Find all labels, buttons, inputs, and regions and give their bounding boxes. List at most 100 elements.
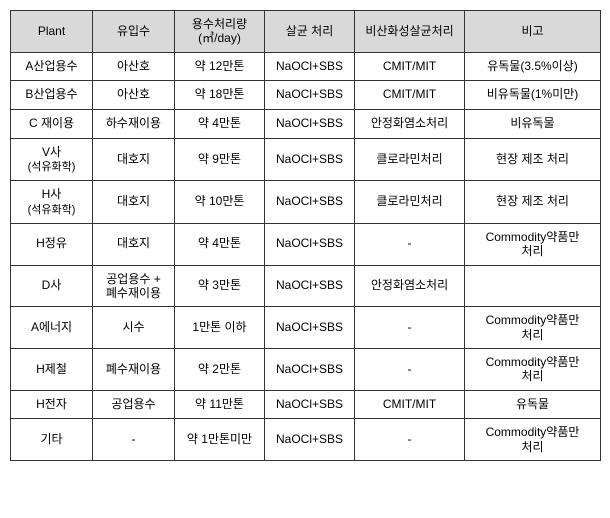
header-plant: Plant [11,11,93,53]
cell-remark-line2: 처리 [521,369,543,383]
cell-remark: 유독물 [465,390,601,419]
cell-remark: Commodity약품만 처리 [465,307,601,349]
header-capacity-line2: (㎥/day) [198,31,241,45]
cell-plant-line1: V사 [42,145,61,159]
cell-remark-line1: Commodity약품만 [486,425,580,439]
cell-remark: 유독물(3.5%이상) [465,52,601,81]
table-row: H정유 대호지 약 4만톤 NaOCl+SBS - Commodity약품만 처… [11,223,601,265]
cell-plant-line1: H사 [42,187,62,201]
cell-capacity: 약 10만톤 [175,181,265,224]
cell-nonoxid: - [355,349,465,391]
cell-plant: H제철 [11,349,93,391]
cell-plant: D사 [11,265,93,307]
cell-remark: Commodity약품만 처리 [465,223,601,265]
cell-capacity: 약 1만톤미만 [175,419,265,461]
cell-remark-line2: 처리 [521,244,543,258]
cell-nonoxid: - [355,223,465,265]
cell-influent: 아산호 [93,52,175,81]
cell-remark: Commodity약품만 처리 [465,419,601,461]
table-row: A에너지 시수 1만톤 이하 NaOCl+SBS - Commodity약품만 … [11,307,601,349]
cell-influent: - [93,419,175,461]
cell-plant: C 재이용 [11,109,93,138]
cell-disinfect: NaOCl+SBS [265,390,355,419]
cell-influent: 대호지 [93,223,175,265]
cell-capacity: 약 18만톤 [175,81,265,110]
cell-plant: V사 (석유화학) [11,138,93,181]
cell-plant: A산업용수 [11,52,93,81]
table-row: C 재이용 하수재이용 약 4만톤 NaOCl+SBS 안정화염소처리 비유독물 [11,109,601,138]
cell-nonoxid: - [355,419,465,461]
cell-capacity: 약 9만톤 [175,138,265,181]
cell-plant: H전자 [11,390,93,419]
header-nonoxid: 비산화성살균처리 [355,11,465,53]
cell-capacity: 약 4만톤 [175,109,265,138]
cell-disinfect: NaOCl+SBS [265,138,355,181]
cell-plant: H정유 [11,223,93,265]
cell-disinfect: NaOCl+SBS [265,307,355,349]
cell-plant: 기타 [11,419,93,461]
cell-influent-line2: 폐수재이용 [106,286,161,300]
cell-capacity: 1만톤 이하 [175,307,265,349]
cell-remark-line1: Commodity약품만 [486,230,580,244]
cell-nonoxid: - [355,307,465,349]
cell-remark [465,265,601,307]
cell-remark: 비유독물(1%미만) [465,81,601,110]
cell-disinfect: NaOCl+SBS [265,419,355,461]
table-row: A산업용수 아산호 약 12만톤 NaOCl+SBS CMIT/MIT 유독물(… [11,52,601,81]
cell-disinfect: NaOCl+SBS [265,223,355,265]
cell-plant: H사 (석유화학) [11,181,93,224]
header-remark: 비고 [465,11,601,53]
cell-disinfect: NaOCl+SBS [265,181,355,224]
cell-influent: 공업용수 [93,390,175,419]
cell-plant-line2: (석유화학) [28,161,76,173]
cell-plant: A에너지 [11,307,93,349]
cell-remark-line1: Commodity약품만 [486,313,580,327]
table-row: H제철 폐수재이용 약 2만톤 NaOCl+SBS - Commodity약품만… [11,349,601,391]
cell-plant: B산업용수 [11,81,93,110]
cell-disinfect: NaOCl+SBS [265,265,355,307]
cell-disinfect: NaOCl+SBS [265,109,355,138]
cell-capacity: 약 12만톤 [175,52,265,81]
cell-influent: 대호지 [93,138,175,181]
cell-influent: 시수 [93,307,175,349]
cell-capacity: 약 2만톤 [175,349,265,391]
cell-plant-line2: (석유화학) [28,204,76,216]
cell-capacity: 약 11만톤 [175,390,265,419]
cell-influent: 공업용수 + 폐수재이용 [93,265,175,307]
cell-nonoxid: 안정화염소처리 [355,265,465,307]
header-influent: 유입수 [93,11,175,53]
cell-remark: Commodity약품만 처리 [465,349,601,391]
table-row: B산업용수 아산호 약 18만톤 NaOCl+SBS CMIT/MIT 비유독물… [11,81,601,110]
table-row: H전자 공업용수 약 11만톤 NaOCl+SBS CMIT/MIT 유독물 [11,390,601,419]
table-row: 기타 - 약 1만톤미만 NaOCl+SBS - Commodity약품만 처리 [11,419,601,461]
header-capacity-line1: 용수처리량 [192,17,247,31]
cell-remark-line1: Commodity약품만 [486,355,580,369]
cell-disinfect: NaOCl+SBS [265,81,355,110]
cell-nonoxid: 클로라민처리 [355,138,465,181]
cell-influent-line1: 공업용수 + [106,272,161,286]
cell-nonoxid: 클로라민처리 [355,181,465,224]
table-header: Plant 유입수 용수처리량 (㎥/day) 살균 처리 비산화성살균처리 비… [11,11,601,53]
cell-disinfect: NaOCl+SBS [265,349,355,391]
cell-nonoxid: CMIT/MIT [355,52,465,81]
table-row: V사 (석유화학) 대호지 약 9만톤 NaOCl+SBS 클로라민처리 현장 … [11,138,601,181]
cell-remark-line2: 처리 [521,328,543,342]
table-row: H사 (석유화학) 대호지 약 10만톤 NaOCl+SBS 클로라민처리 현장… [11,181,601,224]
cell-influent: 대호지 [93,181,175,224]
cell-nonoxid: 안정화염소처리 [355,109,465,138]
table-body: A산업용수 아산호 약 12만톤 NaOCl+SBS CMIT/MIT 유독물(… [11,52,601,460]
cell-remark: 비유독물 [465,109,601,138]
cell-disinfect: NaOCl+SBS [265,52,355,81]
header-disinfect: 살균 처리 [265,11,355,53]
cell-remark-line2: 처리 [521,440,543,454]
cell-capacity: 약 3만톤 [175,265,265,307]
cell-influent: 하수재이용 [93,109,175,138]
cell-influent: 아산호 [93,81,175,110]
cell-influent: 폐수재이용 [93,349,175,391]
header-capacity: 용수처리량 (㎥/day) [175,11,265,53]
cell-nonoxid: CMIT/MIT [355,390,465,419]
water-treatment-table: Plant 유입수 용수처리량 (㎥/day) 살균 처리 비산화성살균처리 비… [10,10,601,461]
cell-nonoxid: CMIT/MIT [355,81,465,110]
cell-remark: 현장 제조 처리 [465,138,601,181]
table-row: D사 공업용수 + 폐수재이용 약 3만톤 NaOCl+SBS 안정화염소처리 [11,265,601,307]
